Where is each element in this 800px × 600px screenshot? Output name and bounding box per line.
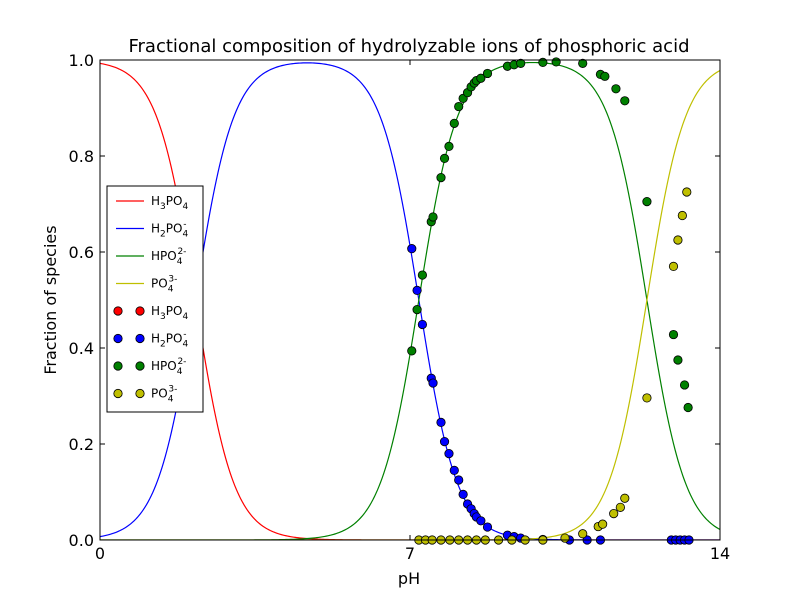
data-point-h0 <box>677 210 687 221</box>
legend-label-h2: H2PO4- <box>151 330 188 350</box>
data-point-h0 <box>578 529 588 539</box>
legend-label-h0: PO43- <box>151 275 177 295</box>
data-point-h2 <box>449 465 459 475</box>
y-tick-label: 0.0 <box>69 531 94 550</box>
curve-h0 <box>100 69 720 540</box>
data-point-h1 <box>476 73 486 83</box>
legend-box <box>106 185 204 413</box>
data-point-h2 <box>428 378 438 388</box>
legend-label-h1: HPO42- <box>151 357 186 377</box>
legend-label-h0: PO43- <box>151 385 177 405</box>
data-point-h2 <box>458 489 468 499</box>
data-point-h1 <box>683 402 693 413</box>
data-point-h0 <box>560 533 570 543</box>
data-point-h1 <box>439 153 450 163</box>
data-point-h2 <box>412 285 422 295</box>
data-point-h1 <box>620 96 630 106</box>
data-point-h2 <box>417 319 427 330</box>
data-point-h2 <box>439 436 450 447</box>
legend-swatch-marker-h3 <box>135 306 145 316</box>
data-point-h1 <box>428 212 438 222</box>
data-point-h2 <box>454 475 464 485</box>
legend-label-h2: H2PO4- <box>151 220 188 240</box>
data-point-h1 <box>538 57 548 68</box>
legend-swatch-marker-h3 <box>113 306 123 316</box>
legend-label-h3: H3PO4 <box>151 194 188 212</box>
x-axis-label: pH <box>398 569 420 588</box>
x-tick-label: 7 <box>405 544 415 563</box>
data-point-h2 <box>407 244 417 254</box>
data-point-h1 <box>673 355 683 365</box>
data-point-h1 <box>412 304 422 315</box>
legend-label-h1: HPO42- <box>151 247 186 267</box>
data-point-h1 <box>482 68 493 79</box>
data-point-h1 <box>407 346 417 356</box>
data-point-h2 <box>476 516 486 526</box>
data-point-h0 <box>682 187 692 197</box>
legend-label-h3: H3PO4 <box>151 304 188 322</box>
data-point-h0 <box>609 508 619 519</box>
data-point-h0 <box>673 235 683 245</box>
data-point-h2 <box>444 448 454 459</box>
legend-swatch-marker-h1 <box>135 361 145 371</box>
data-point-h2 <box>482 522 493 532</box>
data-point-h1 <box>449 118 459 128</box>
data-point-h0 <box>642 393 652 403</box>
data-point-h1 <box>444 141 454 151</box>
data-point-h1 <box>600 71 610 81</box>
data-point-h0 <box>615 502 625 512</box>
data-point-h2 <box>436 417 446 427</box>
data-point-h0 <box>668 261 679 271</box>
chart-title: Fractional composition of hydrolyzable i… <box>128 36 689 57</box>
legend-swatch-marker-h0 <box>135 388 145 399</box>
legend-swatch-marker-h0 <box>113 388 123 399</box>
data-point-h1 <box>679 380 690 390</box>
data-point-h0 <box>598 519 608 529</box>
data-point-h1 <box>454 101 464 112</box>
data-point-h1 <box>551 57 561 67</box>
legend-swatch-marker-h1 <box>113 361 123 371</box>
legend-swatch-marker-h2 <box>135 333 145 344</box>
x-tick-label: 0 <box>95 544 105 563</box>
y-tick-label: 0.4 <box>69 339 94 358</box>
y-tick-label: 0.2 <box>69 435 94 454</box>
legend: H3PO4 H2PO4- HPO42- PO43- H3PO4 H2PO4- HPO42- P… <box>106 185 204 413</box>
axes-layer: 0 7 14 0.0 0.2 0.4 0.6 0.8 1.0 <box>69 51 731 563</box>
legend-swatch-marker-h2 <box>113 333 123 344</box>
data-point-h1 <box>668 329 679 340</box>
data-point-h1 <box>436 173 446 183</box>
y-tick-label: 0.8 <box>69 147 94 166</box>
data-point-h0 <box>620 493 630 503</box>
data-point-h1 <box>642 197 652 207</box>
data-point-h1 <box>611 84 621 94</box>
data-point-h1 <box>578 58 588 68</box>
x-tick-label: 14 <box>710 544 730 563</box>
y-tick-label: 1.0 <box>69 51 94 70</box>
y-tick-label: 0.6 <box>69 243 94 262</box>
points-layer <box>407 57 694 545</box>
y-axis-label: Fraction of species <box>41 225 60 374</box>
data-point-h1 <box>417 270 427 280</box>
data-point-h1 <box>516 58 526 68</box>
